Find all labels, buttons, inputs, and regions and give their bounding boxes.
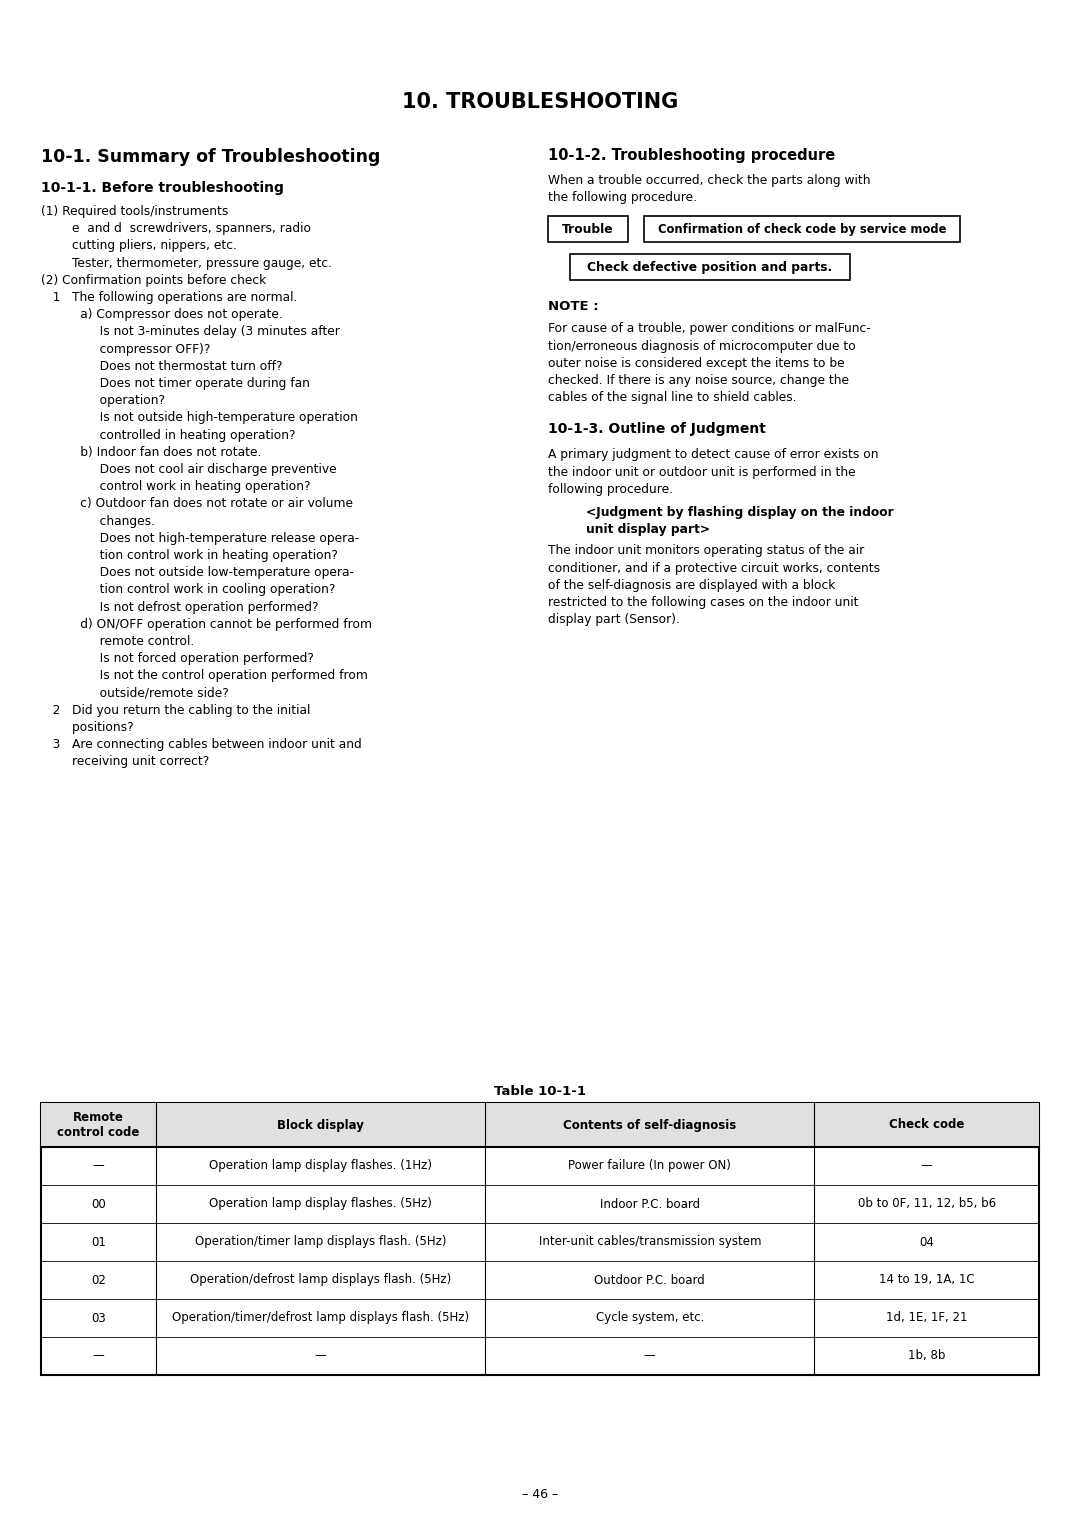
Text: c) Outdoor fan does not rotate or air volume: c) Outdoor fan does not rotate or air vo… xyxy=(57,498,353,510)
Text: positions?: positions? xyxy=(41,721,134,733)
Text: changes.: changes. xyxy=(57,515,156,527)
Text: controlled in heating operation?: controlled in heating operation? xyxy=(57,428,296,442)
Text: the following procedure.: the following procedure. xyxy=(548,191,697,205)
Text: Check defective position and parts.: Check defective position and parts. xyxy=(588,261,833,274)
Text: —: — xyxy=(921,1160,933,1172)
Text: cutting pliers, nippers, etc.: cutting pliers, nippers, etc. xyxy=(41,240,237,252)
Text: 1   The following operations are normal.: 1 The following operations are normal. xyxy=(41,290,297,304)
Text: restricted to the following cases on the indoor unit: restricted to the following cases on the… xyxy=(548,596,859,610)
Text: the indoor unit or outdoor unit is performed in the: the indoor unit or outdoor unit is perfo… xyxy=(548,466,855,478)
Text: compressor OFF)?: compressor OFF)? xyxy=(57,342,211,356)
Text: Is not outside high-temperature operation: Is not outside high-temperature operatio… xyxy=(57,411,359,425)
Text: Does not thermostat turn off?: Does not thermostat turn off? xyxy=(57,359,283,373)
Text: Is not defrost operation performed?: Is not defrost operation performed? xyxy=(57,601,319,614)
Text: Confirmation of check code by service mode: Confirmation of check code by service mo… xyxy=(658,223,946,235)
Text: Trouble: Trouble xyxy=(563,223,613,235)
Text: Operation/defrost lamp displays flash. (5Hz): Operation/defrost lamp displays flash. (… xyxy=(190,1273,451,1287)
Text: of the self-diagnosis are displayed with a block: of the self-diagnosis are displayed with… xyxy=(548,579,835,591)
Text: Is not forced operation performed?: Is not forced operation performed? xyxy=(57,652,314,665)
Text: 00: 00 xyxy=(91,1198,106,1210)
Text: operation?: operation? xyxy=(57,394,165,406)
Bar xyxy=(644,217,960,243)
Text: Is not 3-minutes delay (3 minutes after: Is not 3-minutes delay (3 minutes after xyxy=(57,325,340,338)
Text: e  and d  screwdrivers, spanners, radio: e and d screwdrivers, spanners, radio xyxy=(41,222,311,235)
Text: NOTE :: NOTE : xyxy=(548,301,598,313)
Text: 10. TROUBLESHOOTING: 10. TROUBLESHOOTING xyxy=(402,92,678,112)
Text: unit display part>: unit display part> xyxy=(586,523,711,536)
Text: b) Indoor fan does not rotate.: b) Indoor fan does not rotate. xyxy=(57,446,261,458)
Text: Cycle system, etc.: Cycle system, etc. xyxy=(595,1311,704,1325)
Text: Check code: Check code xyxy=(889,1118,964,1132)
Text: Does not cool air discharge preventive: Does not cool air discharge preventive xyxy=(57,463,337,477)
Text: 14 to 19, 1A, 1C: 14 to 19, 1A, 1C xyxy=(879,1273,974,1287)
Text: A primary judgment to detect cause of error exists on: A primary judgment to detect cause of er… xyxy=(548,448,878,461)
Text: cables of the signal line to shield cables.: cables of the signal line to shield cabl… xyxy=(548,391,797,405)
Text: a) Compressor does not operate.: a) Compressor does not operate. xyxy=(57,309,283,321)
Text: Operation lamp display flashes. (5Hz): Operation lamp display flashes. (5Hz) xyxy=(210,1198,432,1210)
Text: 3   Are connecting cables between indoor unit and: 3 Are connecting cables between indoor u… xyxy=(41,738,362,752)
Text: d) ON/OFF operation cannot be performed from: d) ON/OFF operation cannot be performed … xyxy=(57,617,373,631)
Text: 1d, 1E, 1F, 21: 1d, 1E, 1F, 21 xyxy=(886,1311,968,1325)
Text: Does not high-temperature release opera-: Does not high-temperature release opera- xyxy=(57,532,360,545)
Text: 03: 03 xyxy=(91,1311,106,1325)
Text: Does not outside low-temperature opera-: Does not outside low-temperature opera- xyxy=(57,567,354,579)
Text: remote control.: remote control. xyxy=(57,636,194,648)
Text: Operation lamp display flashes. (1Hz): Operation lamp display flashes. (1Hz) xyxy=(208,1160,432,1172)
Text: outside/remote side?: outside/remote side? xyxy=(57,686,229,700)
Text: Power failure (In power ON): Power failure (In power ON) xyxy=(568,1160,731,1172)
Text: 01: 01 xyxy=(91,1236,106,1248)
Text: —: — xyxy=(644,1349,656,1363)
Bar xyxy=(548,217,627,243)
Text: 10-1-3. Outline of Judgment: 10-1-3. Outline of Judgment xyxy=(548,422,766,437)
Text: Operation/timer lamp displays flash. (5Hz): Operation/timer lamp displays flash. (5H… xyxy=(194,1236,446,1248)
Bar xyxy=(41,1103,1039,1375)
Bar xyxy=(41,1103,1039,1148)
Text: 04: 04 xyxy=(919,1236,934,1248)
Text: 02: 02 xyxy=(91,1273,106,1287)
Text: – 46 –: – 46 – xyxy=(522,1488,558,1500)
Text: Outdoor P.C. board: Outdoor P.C. board xyxy=(594,1273,705,1287)
Text: —: — xyxy=(93,1349,105,1363)
Text: 0b to 0F, 11, 12, b5, b6: 0b to 0F, 11, 12, b5, b6 xyxy=(858,1198,996,1210)
Text: Indoor P.C. board: Indoor P.C. board xyxy=(599,1198,700,1210)
Text: —: — xyxy=(314,1349,326,1363)
Text: tion/erroneous diagnosis of microcomputer due to: tion/erroneous diagnosis of microcompute… xyxy=(548,339,855,353)
Text: control work in heating operation?: control work in heating operation? xyxy=(57,480,311,494)
Text: (2) Confirmation points before check: (2) Confirmation points before check xyxy=(41,274,267,287)
Text: <Judgment by flashing display on the indoor: <Judgment by flashing display on the ind… xyxy=(586,506,894,520)
Text: following procedure.: following procedure. xyxy=(548,483,673,495)
Text: (1) Required tools/instruments: (1) Required tools/instruments xyxy=(41,205,228,219)
Bar xyxy=(570,254,850,281)
Text: When a trouble occurred, check the parts along with: When a trouble occurred, check the parts… xyxy=(548,174,870,186)
Text: tion control work in cooling operation?: tion control work in cooling operation? xyxy=(57,584,336,596)
Text: Tester, thermometer, pressure gauge, etc.: Tester, thermometer, pressure gauge, etc… xyxy=(41,257,332,269)
Text: conditioner, and if a protective circuit works, contents: conditioner, and if a protective circuit… xyxy=(548,562,880,575)
Text: 1b, 8b: 1b, 8b xyxy=(908,1349,945,1363)
Text: Table 10-1-1: Table 10-1-1 xyxy=(494,1085,586,1099)
Text: 10-1-1. Before troubleshooting: 10-1-1. Before troubleshooting xyxy=(41,180,284,196)
Text: 10-1. Summary of Troubleshooting: 10-1. Summary of Troubleshooting xyxy=(41,148,380,167)
Text: outer noise is considered except the items to be: outer noise is considered except the ite… xyxy=(548,358,845,370)
Text: receiving unit correct?: receiving unit correct? xyxy=(41,755,210,769)
Text: 2   Did you return the cabling to the initial: 2 Did you return the cabling to the init… xyxy=(41,704,310,717)
Text: 10-1-2. Troubleshooting procedure: 10-1-2. Troubleshooting procedure xyxy=(548,148,835,163)
Text: Operation/timer/defrost lamp displays flash. (5Hz): Operation/timer/defrost lamp displays fl… xyxy=(172,1311,469,1325)
Text: —: — xyxy=(93,1160,105,1172)
Text: display part (Sensor).: display part (Sensor). xyxy=(548,613,680,626)
Text: Contents of self-diagnosis: Contents of self-diagnosis xyxy=(563,1118,737,1132)
Text: The indoor unit monitors operating status of the air: The indoor unit monitors operating statu… xyxy=(548,544,864,558)
Text: tion control work in heating operation?: tion control work in heating operation? xyxy=(57,549,338,562)
Text: checked. If there is any noise source, change the: checked. If there is any noise source, c… xyxy=(548,374,849,387)
Text: Is not the control operation performed from: Is not the control operation performed f… xyxy=(57,669,368,683)
Text: Does not timer operate during fan: Does not timer operate during fan xyxy=(57,377,310,390)
Text: Block display: Block display xyxy=(276,1118,364,1132)
Text: Remote
control code: Remote control code xyxy=(57,1111,139,1138)
Text: For cause of a trouble, power conditions or malFunc-: For cause of a trouble, power conditions… xyxy=(548,322,870,336)
Text: Inter-unit cables/transmission system: Inter-unit cables/transmission system xyxy=(539,1236,761,1248)
